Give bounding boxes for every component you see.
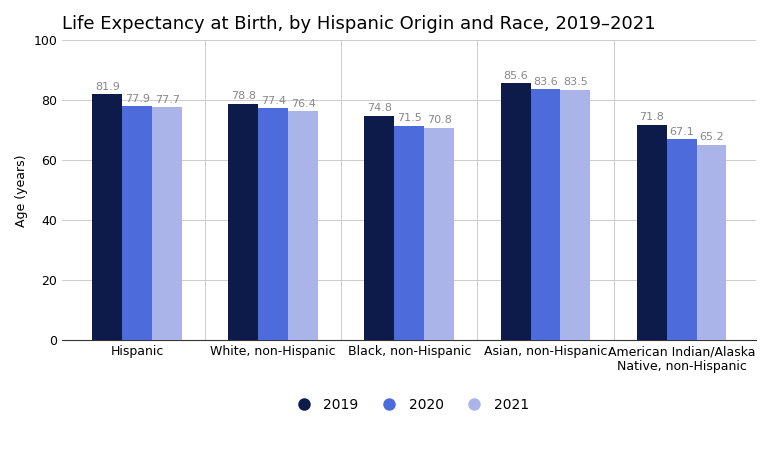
Bar xyxy=(258,108,289,340)
Text: 77.7: 77.7 xyxy=(154,94,179,105)
Bar xyxy=(152,107,182,340)
Text: 74.8: 74.8 xyxy=(367,103,392,113)
Text: 85.6: 85.6 xyxy=(503,71,528,81)
Text: 70.8: 70.8 xyxy=(427,116,452,125)
Bar xyxy=(289,111,318,340)
Text: 71.8: 71.8 xyxy=(639,112,664,122)
Text: 78.8: 78.8 xyxy=(231,91,256,102)
Bar xyxy=(697,145,726,340)
Text: 76.4: 76.4 xyxy=(291,99,316,109)
Text: Life Expectancy at Birth, by Hispanic Origin and Race, 2019–2021: Life Expectancy at Birth, by Hispanic Or… xyxy=(62,15,656,33)
Bar xyxy=(636,125,667,340)
Bar xyxy=(229,104,258,340)
Bar xyxy=(501,83,530,340)
Legend: 2019, 2020, 2021: 2019, 2020, 2021 xyxy=(285,392,534,417)
Bar xyxy=(122,107,152,340)
Text: 77.9: 77.9 xyxy=(125,94,150,104)
Bar xyxy=(424,128,454,340)
Bar xyxy=(395,125,424,340)
Text: 81.9: 81.9 xyxy=(94,82,119,92)
Text: 83.5: 83.5 xyxy=(563,77,588,87)
Text: 67.1: 67.1 xyxy=(669,126,694,136)
Text: 77.4: 77.4 xyxy=(261,95,285,106)
Text: 83.6: 83.6 xyxy=(533,77,558,87)
Bar xyxy=(92,94,122,340)
Bar xyxy=(561,90,590,340)
Bar xyxy=(530,89,561,340)
Bar xyxy=(364,116,395,340)
Text: 71.5: 71.5 xyxy=(397,113,422,123)
Y-axis label: Age (years): Age (years) xyxy=(15,154,28,227)
Text: 65.2: 65.2 xyxy=(699,132,724,142)
Bar xyxy=(667,139,697,340)
